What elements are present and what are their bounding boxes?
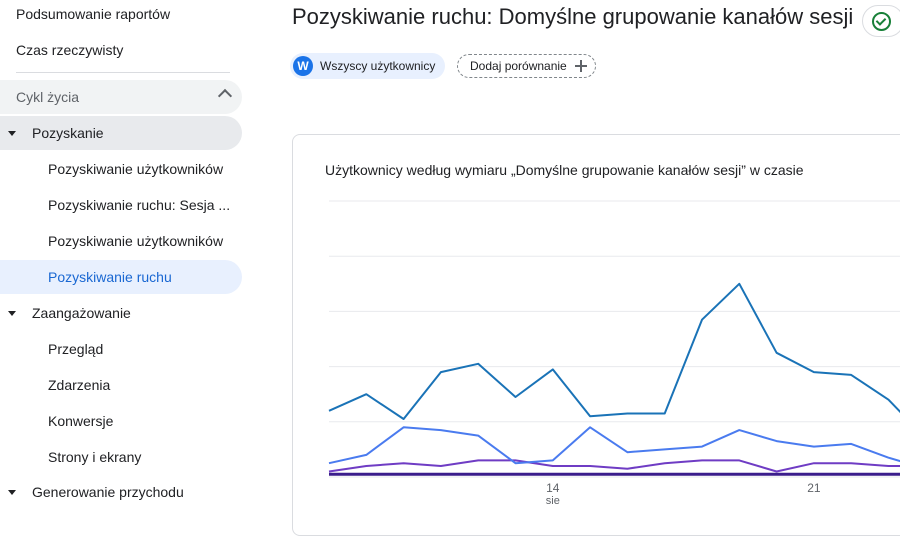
segment-chip-all-users[interactable]: W Wszyscy użytkownicy [290, 53, 446, 79]
check-circle-icon [872, 12, 891, 31]
sidebar-item-events[interactable]: Zdarzenia [0, 368, 242, 402]
chart-card: Użytkownicy według wymiaru „Domyślne gru… [292, 134, 900, 536]
group-label: Zaangażowanie [32, 305, 131, 321]
x-tick-label: 21 [807, 481, 821, 495]
line-chart: 14sie2128 [328, 200, 900, 507]
add-comparison-button[interactable]: Dodaj porównanie [457, 54, 596, 78]
sidebar-item-reports-summary[interactable]: Podsumowanie raportów [16, 6, 171, 22]
segment-chip-label: Wszyscy użytkownicy [320, 59, 436, 73]
item-label: Pozyskiwanie użytkowników [48, 161, 224, 177]
section-label: Cykl życia [16, 89, 80, 105]
sidebar-item-traffic-acquisition-session[interactable]: Pozyskiwanie ruchu: Sesja ... [0, 188, 242, 222]
sidebar-group-engagement[interactable]: Zaangażowanie [0, 296, 242, 330]
add-comparison-label: Dodaj porównanie [470, 59, 567, 73]
item-label: Konwersje [48, 413, 114, 429]
sidebar-divider [16, 72, 230, 73]
group-label: Pozyskanie [32, 125, 104, 141]
series-line-2[interactable] [328, 426, 900, 468]
item-label: Pozyskiwanie użytkowników [48, 233, 224, 249]
plus-icon [574, 60, 587, 72]
series-line-1[interactable] [328, 282, 900, 439]
caret-down-icon [8, 131, 16, 136]
item-label: Przegląd [48, 341, 104, 357]
page-title: Pozyskiwanie ruchu: Domyślne grupowanie … [292, 4, 854, 29]
sidebar-item-user-acquisition-overview[interactable]: Pozyskiwanie użytkowników [0, 152, 242, 186]
sidebar-item-overview[interactable]: Przegląd [0, 332, 242, 366]
item-label: Strony i ekrany [48, 449, 142, 465]
sidebar-item-conversions[interactable]: Konwersje [0, 404, 242, 438]
x-tick-sublabel: sie [546, 495, 560, 507]
sidebar-item-pages-screens[interactable]: Strony i ekrany [0, 440, 242, 474]
sidebar-item-realtime[interactable]: Czas rzeczywisty [16, 42, 124, 58]
caret-down-icon [8, 311, 16, 316]
status-badge[interactable] [862, 5, 900, 37]
avatar: W [293, 56, 313, 76]
sidebar-item-user-acquisition[interactable]: Pozyskiwanie użytkowników [0, 224, 242, 258]
item-label: Pozyskiwanie ruchu: Sesja ... [48, 197, 231, 213]
sidebar-section-lifecycle[interactable]: Cykl życia [0, 80, 242, 114]
sidebar-group-monetization[interactable]: Generowanie przychodu [0, 475, 242, 509]
item-label: Pozyskiwanie ruchu [48, 269, 172, 285]
series-line-3[interactable] [328, 459, 900, 473]
group-label: Generowanie przychodu [32, 484, 184, 500]
chart-title: Użytkownicy według wymiaru „Domyślne gru… [325, 162, 804, 178]
sidebar-group-acquisition[interactable]: Pozyskanie [0, 116, 242, 150]
sidebar: Podsumowanie raportów Czas rzeczywisty C… [0, 0, 246, 500]
sidebar-item-traffic-acquisition[interactable]: Pozyskiwanie ruchu [0, 260, 242, 294]
chevron-up-icon [217, 88, 233, 104]
item-label: Zdarzenia [48, 377, 111, 393]
x-tick-label: 14 [546, 481, 560, 495]
caret-down-icon [8, 490, 16, 495]
